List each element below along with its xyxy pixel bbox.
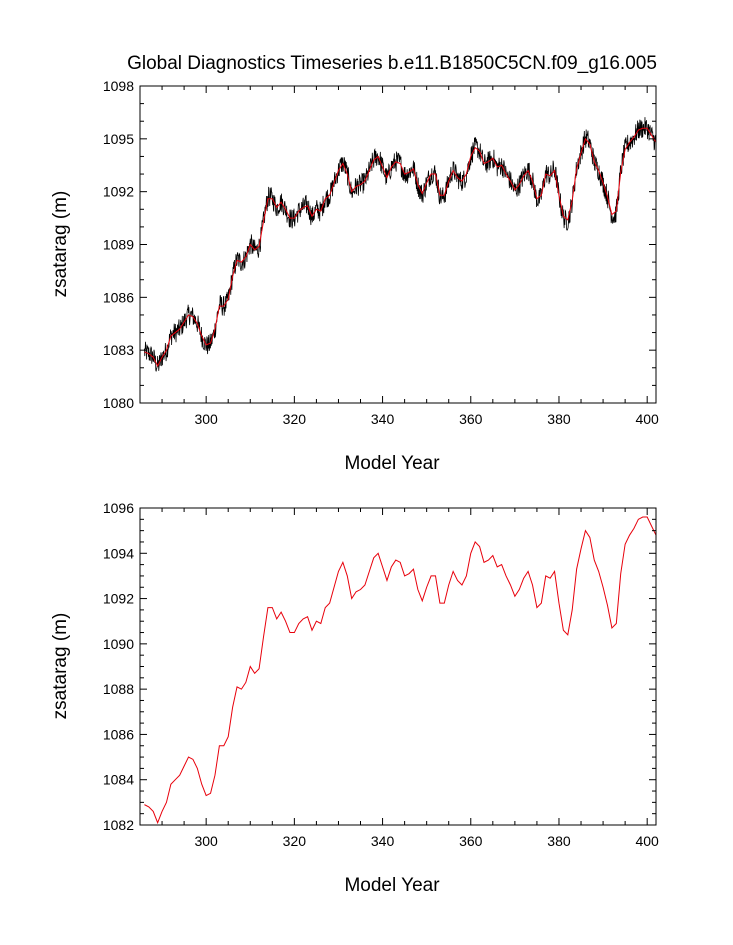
bottom-y-tick-label: 1088 — [103, 681, 134, 697]
top-label-layer: 300 320 340 360 380 400 1080 1083 1086 1089 1092 10… — [103, 78, 659, 427]
top-series-monthly — [144, 117, 656, 372]
bottom-y-tick-label: 1082 — [103, 817, 134, 833]
top-y-tick-label: 1095 — [103, 131, 134, 147]
bottom-series-layer — [144, 516, 656, 825]
bottom-x-tick-label: 320 — [283, 833, 307, 849]
top-x-tick-label: 300 — [194, 411, 218, 427]
top-x-tick-label: 340 — [371, 411, 395, 427]
top-x-tick-label: 360 — [459, 411, 483, 427]
top-y-tick-label: 1083 — [103, 342, 134, 358]
top-y-tick-label: 1098 — [103, 78, 134, 94]
bottom-x-tick-label: 360 — [459, 833, 483, 849]
bottom-tick-layer — [139, 507, 656, 826]
top-y-tick-label: 1080 — [103, 395, 134, 411]
top-y-axis-label: zsatarag (m) — [50, 191, 71, 298]
top-series-layer — [144, 117, 656, 372]
bottom-x-tick-label: 300 — [194, 833, 218, 849]
top-y-tick-label: 1092 — [103, 184, 134, 200]
bottom-series-annual — [144, 516, 656, 825]
top-x-tick-label: 400 — [635, 411, 659, 427]
chart-title: Global Diagnostics Timeseries b.e11.B185… — [127, 53, 657, 74]
bottom-plot-frame — [139, 507, 657, 826]
top-x-tick-label: 380 — [547, 411, 571, 427]
bottom-y-tick-label: 1084 — [103, 772, 134, 788]
top-y-tick-label: 1086 — [103, 289, 134, 305]
top-series-annual — [144, 127, 656, 368]
bottom-y-axis-label: zsatarag (m) — [50, 613, 71, 720]
bottom-y-tick-label: 1094 — [103, 545, 134, 561]
top-tick-layer — [139, 85, 656, 404]
bottom-x-tick-label: 400 — [635, 833, 659, 849]
bottom-x-axis-label: Model Year — [344, 875, 440, 896]
top-x-axis-label: Model Year — [344, 453, 440, 474]
bottom-x-tick-label: 340 — [371, 833, 395, 849]
bottom-y-tick-label: 1092 — [103, 591, 134, 607]
bottom-y-tick-label: 1090 — [103, 636, 134, 652]
top-y-tick-label: 1089 — [103, 237, 134, 253]
bottom-x-tick-label: 380 — [547, 833, 571, 849]
panel-top: 300 320 340 360 380 400 1080 1083 1086 1089 1092 10… — [50, 78, 659, 474]
top-plot-frame — [139, 85, 657, 404]
panel-bottom: 300 320 340 360 380 400 1082 1084 1086 1088 1090 10… — [50, 500, 659, 896]
bottom-y-tick-label: 1086 — [103, 726, 134, 742]
bottom-label-layer: 300 320 340 360 380 400 1082 1084 1086 1088 1090 10… — [103, 500, 659, 849]
bottom-y-tick-label: 1096 — [103, 500, 134, 516]
top-x-tick-label: 320 — [283, 411, 307, 427]
